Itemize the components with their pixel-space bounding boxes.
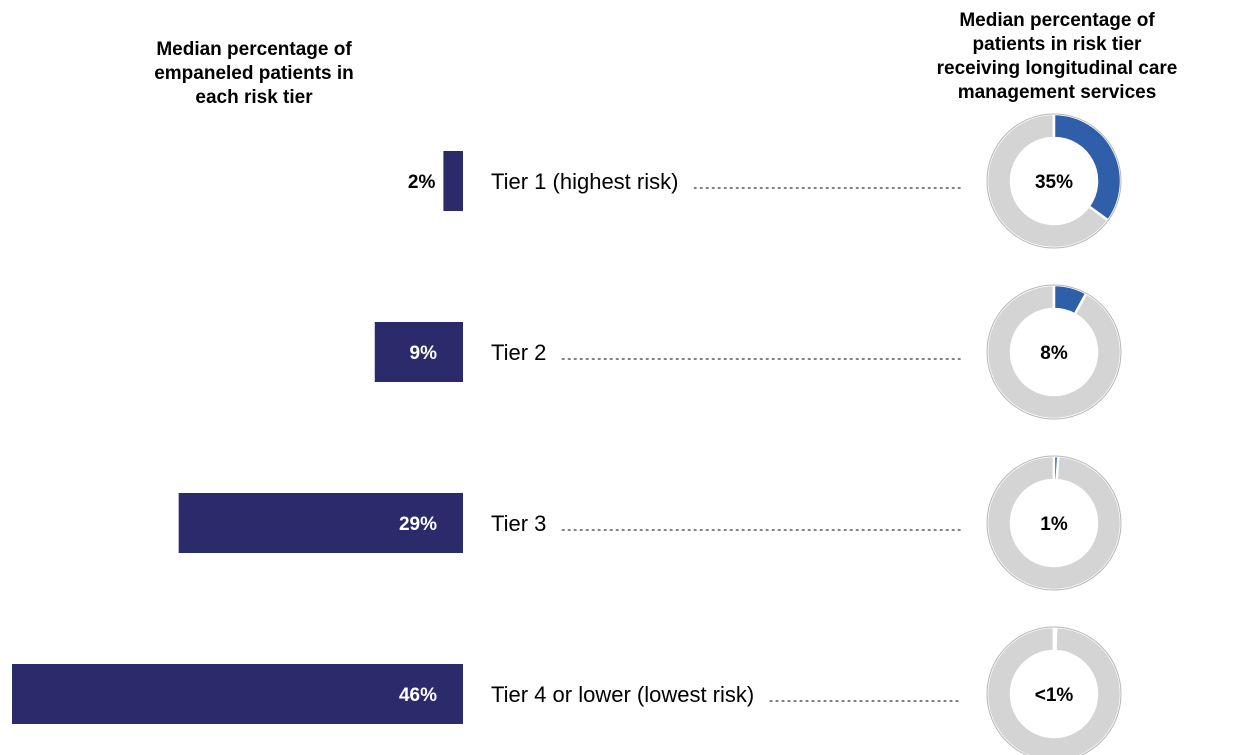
bar-tier-2: [374, 322, 463, 382]
donut-tier-1: 35%: [985, 112, 1123, 250]
donut-tier-4: <1%: [985, 625, 1123, 755]
bar-value-label-tier-2: 9%: [410, 343, 438, 364]
bar-value-label-tier-1: 2%: [408, 172, 436, 193]
donut-segment-tier-4: [1052, 625, 1058, 653]
donut-value-label-tier-3: 1%: [1040, 514, 1068, 535]
donut-outline-tier-4: [986, 626, 1122, 755]
bar-tier-1: [443, 151, 463, 211]
donut-value-label-tier-2: 8%: [1040, 343, 1068, 364]
bar-tier-3: [178, 493, 463, 553]
donut-outline-tier-1: [986, 113, 1122, 249]
tier-label-2: Tier 2: [491, 340, 546, 365]
tier-rows: 2% Tier 1 (highest risk) 35% 9% Tier 2 8% 29% T…: [12, 112, 1123, 755]
tier-label-4: Tier 4 or lower (lowest risk): [491, 682, 754, 707]
donut-outline-tier-3: [986, 455, 1122, 591]
donut-value-label-tier-1: 35%: [1035, 172, 1073, 193]
bar-tier-4: [12, 664, 463, 724]
bar-value-label-tier-3: 29%: [399, 514, 437, 535]
right-chart-title: Median percentage of patients in risk tie…: [937, 10, 1178, 103]
donut-tier-3: 1%: [985, 454, 1123, 592]
tier-label-3: Tier 3: [491, 511, 546, 536]
left-chart-title: Median percentage of empaneled patients i…: [154, 39, 354, 108]
donut-tier-2: 8%: [985, 283, 1123, 421]
donut-value-label-tier-4: <1%: [1035, 685, 1074, 706]
donut-outline-tier-2: [986, 284, 1122, 420]
donut-segment-tier-1: [1052, 112, 1123, 223]
donut-segment-tier-3: [1052, 454, 1060, 482]
tier-label-1: Tier 1 (highest risk): [491, 169, 678, 194]
bar-value-label-tier-4: 46%: [399, 685, 437, 706]
